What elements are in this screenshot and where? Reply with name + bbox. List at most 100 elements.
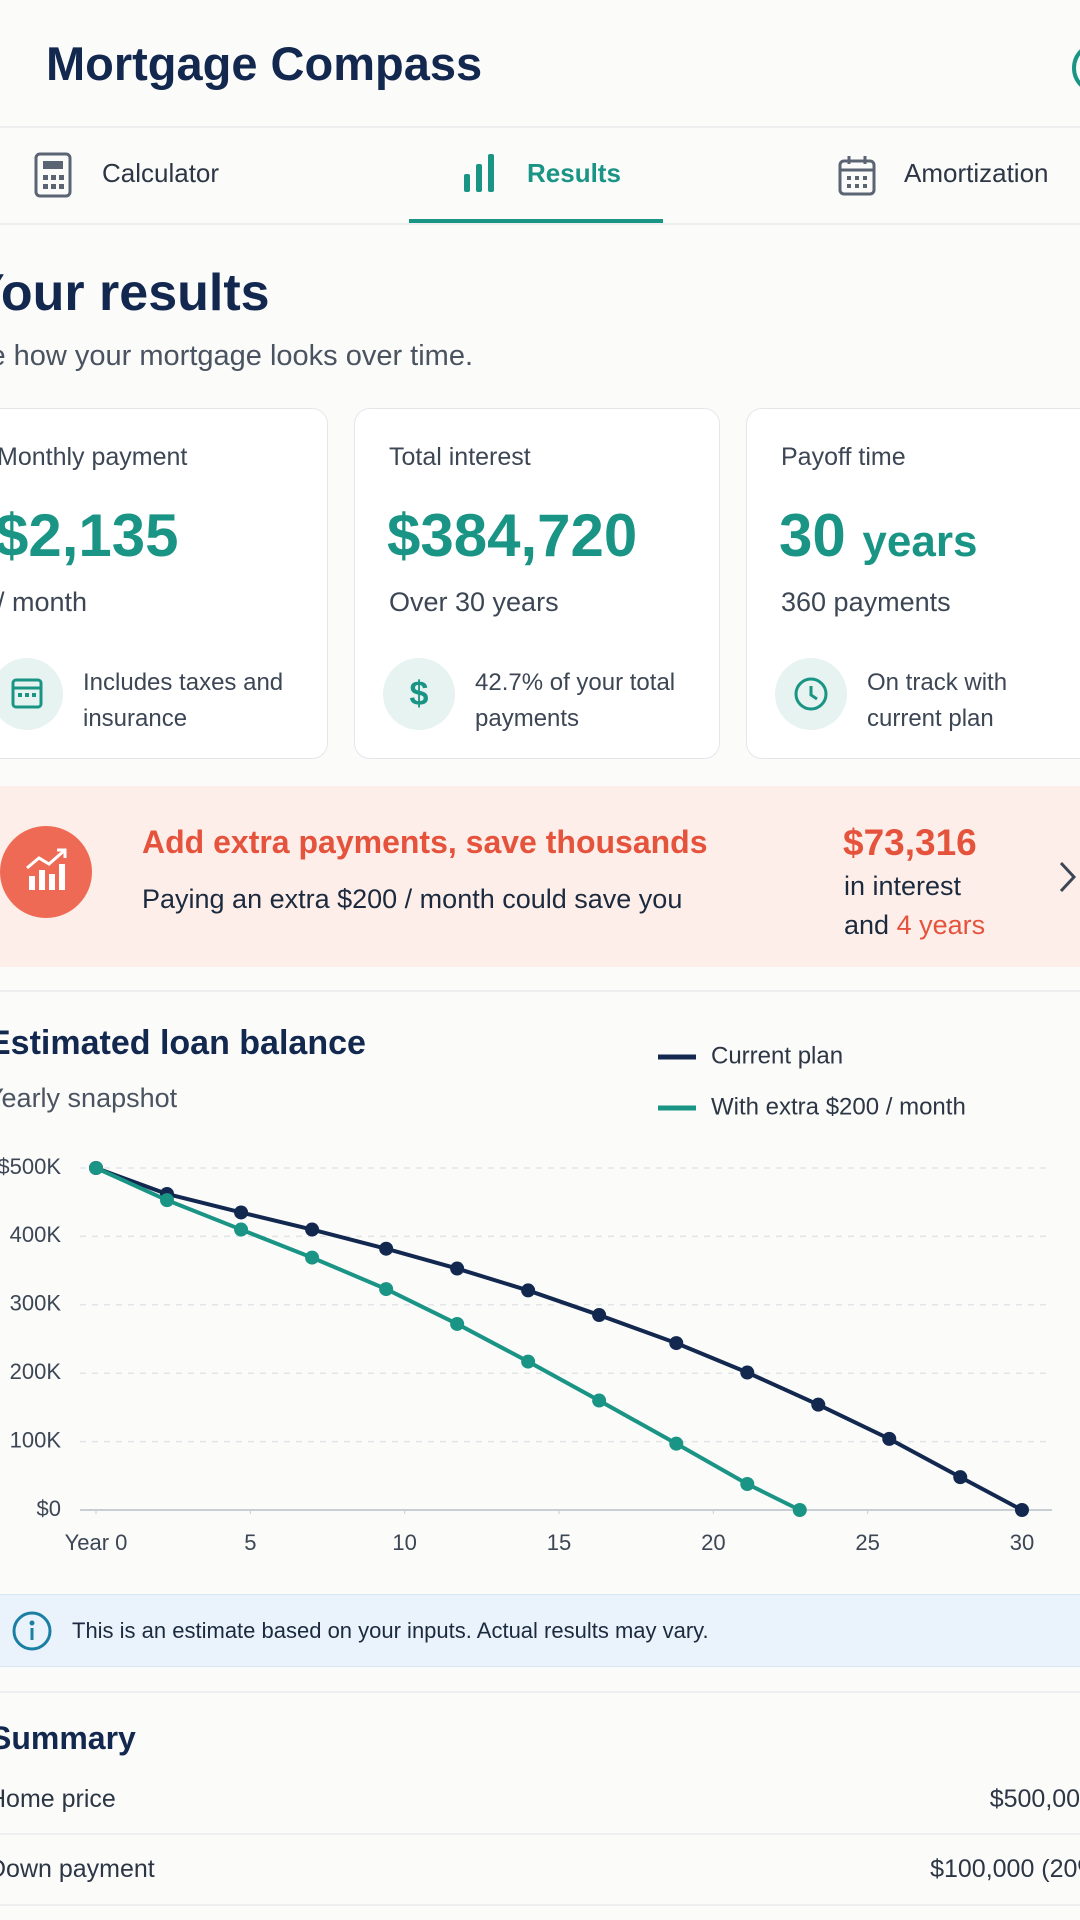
data-point [305,1222,320,1237]
data-point [234,1205,249,1220]
y-tick-label: 200K [10,1359,62,1384]
promo-icon [0,826,92,918]
legend-label: Current plan [711,1042,843,1069]
promo-banner[interactable]: Add extra payments, save thousands Payin… [0,786,1080,967]
card-value-number: 30 [779,502,846,569]
data-point [592,1308,607,1323]
data-point [521,1283,536,1298]
card-note: 42.7% of your total payments [475,669,676,732]
card-value: 30 years [779,501,977,570]
data-point [740,1365,755,1380]
divider [0,1691,1080,1693]
data-point [379,1241,394,1256]
card-label: Payoff time [781,443,906,471]
card-value: $2,135 [0,502,179,569]
stat-card: Monthly payment $2,135 / month Includes … [0,408,328,759]
tab[interactable]: Calculator [102,158,220,188]
promo-title: Add extra payments, save thousands [142,824,708,860]
promo-amount: $73,316 [843,822,977,863]
card-note: On track with current plan [867,669,1008,732]
legend-label: With extra $200 / month [711,1093,966,1120]
info-icon [12,1611,52,1651]
data-point [792,1503,807,1517]
promo-detail: in interest [844,871,962,901]
series-line [95,1166,801,1512]
divider [0,1904,1080,1906]
card-sub: Over 30 years [389,587,559,617]
data-point [669,1336,684,1351]
section-title: Your results [0,264,270,322]
section-subtitle: See how your mortgage looks over time. [0,340,474,372]
data-point [669,1436,684,1451]
chart-subtitle: Yearly snapshot [0,1083,178,1113]
x-tick-label: 20 [701,1530,725,1555]
data-point [379,1282,394,1297]
tab[interactable]: Results [527,158,621,188]
data-point [953,1470,968,1485]
data-point [521,1354,536,1369]
data-point [811,1397,826,1412]
app-title: Mortgage Compass [46,37,483,90]
calculator-icon [34,152,72,198]
y-tick-label: $0 [37,1496,61,1521]
card-sub: 360 payments [781,587,951,617]
promo-highlight: 4 years [896,910,986,940]
card-value-unit: years [862,517,978,566]
data-point [740,1477,755,1492]
card-value: $384,720 [387,502,638,569]
profile-button[interactable] [1072,42,1080,94]
results-icon [464,154,494,192]
summary-value: $100,000 (20%) [930,1855,1080,1883]
card-note: Includes taxes and insurance [83,669,284,732]
data-point [450,1316,465,1331]
stat-card: Payoff time 30 years 360 payments On tra… [746,408,1080,759]
chart: Estimated loan balance Yearly snapshot $… [0,1024,1052,1555]
x-tick-label: 5 [244,1530,256,1555]
promo-text: Paying an extra $200 / month could save … [142,884,683,914]
series-line [95,1166,1023,1512]
divider [0,126,1080,128]
card-icon [0,658,63,730]
y-tick-label: 400K [10,1222,62,1247]
card-label: Total interest [389,443,531,471]
card-icon: $ [383,658,455,730]
data-point [89,1161,103,1175]
calendar-icon [838,156,876,196]
data-point [1015,1503,1029,1517]
data-point [450,1261,465,1276]
x-tick-label: 30 [1010,1530,1034,1555]
data-point [159,1193,174,1208]
divider [0,223,1080,225]
x-tick-label: 10 [392,1530,416,1555]
tab[interactable]: Amortization [904,158,1049,188]
divider [0,990,1080,992]
stat-card: Total interest $384,720 Over 30 years $ … [354,408,720,759]
y-tick-label: 100K [10,1427,62,1452]
svg-text:$: $ [410,675,429,713]
y-tick-label: $500K [0,1154,61,1179]
chevron [1059,861,1077,893]
summary-value: $500,000 [989,1785,1080,1813]
promo-detail-prefix: and [844,910,890,940]
x-tick-label: 25 [855,1530,879,1555]
notice-text: This is an estimate based on your inputs… [72,1618,709,1643]
card-label: Monthly payment [0,443,188,471]
x-tick-label: 15 [547,1530,571,1555]
data-point [234,1222,249,1237]
tab-indicator [409,219,663,223]
summary-label: Down payment [0,1855,155,1883]
y-tick-label: 300K [10,1291,62,1316]
divider [0,1833,1080,1835]
chart-title: Estimated loan balance [0,1024,366,1062]
notice: This is an estimate based on your inputs… [0,1594,1080,1667]
summary-label: Home price [0,1785,116,1813]
x-tick-label: Year 0 [65,1530,128,1555]
data-point [592,1393,607,1408]
card-icon [775,658,847,730]
promo-detail: and 4 years [844,910,985,941]
data-point [882,1431,897,1446]
summary-title: Summary [0,1720,136,1756]
card-sub: / month [0,587,88,617]
data-point [305,1250,320,1265]
